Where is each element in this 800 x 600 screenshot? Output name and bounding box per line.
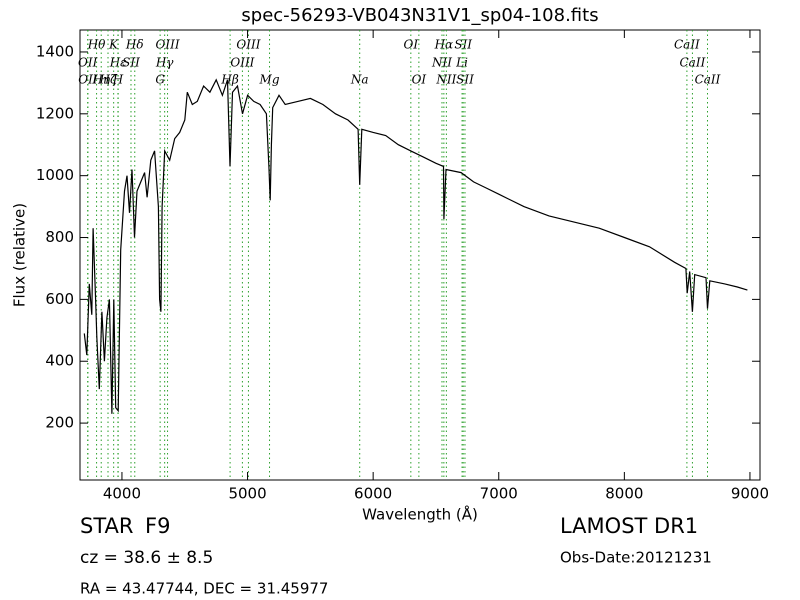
y-tick-label: 1000 <box>36 166 74 184</box>
marker-label: CaII <box>680 56 706 70</box>
marker-label: CaII <box>695 73 721 87</box>
marker-label: H <box>112 73 124 87</box>
y-tick-label: 400 <box>45 352 74 370</box>
x-tick-label: 9000 <box>731 485 769 503</box>
marker-label: Mg <box>259 73 280 87</box>
marker-label: G <box>155 73 165 87</box>
x-tick-label: 5000 <box>228 485 266 503</box>
marker-label: SII <box>456 73 474 87</box>
marker-label: SII <box>122 56 140 70</box>
marker-label: K <box>108 38 119 52</box>
marker-label: Hθ <box>87 38 106 52</box>
marker-label: SII <box>454 38 472 52</box>
plot-frame <box>79 29 761 481</box>
y-tick-label: 600 <box>45 290 74 308</box>
x-tick-label: 6000 <box>354 485 392 503</box>
spectrum-line <box>83 78 748 414</box>
x-axis-label: Wavelength (Å) <box>362 505 478 524</box>
obs-date: Obs-Date:20121231 <box>560 549 712 567</box>
y-tick-label: 1400 <box>36 42 74 60</box>
coords: RA = 43.47744, DEC = 31.45977 <box>80 580 328 598</box>
x-tick-label: 8000 <box>605 485 643 503</box>
marker-label: OII <box>78 73 98 87</box>
marker-label: OIII <box>230 56 254 70</box>
marker-label: CaII <box>674 38 700 52</box>
y-axis-label: Flux (relative) <box>11 203 29 307</box>
marker-label: Hγ <box>155 56 174 70</box>
chart-title: spec-56293-VB043N31V1_sp04-108.fits <box>241 5 598 26</box>
subclass: F9 <box>145 514 170 538</box>
marker-label: Hβ <box>220 73 238 87</box>
marker-label: OI <box>404 38 419 52</box>
x-tick-label: 7000 <box>480 485 518 503</box>
marker-label: OIII <box>156 38 180 52</box>
marker-label: Hδ <box>125 38 144 52</box>
y-tick-label: 200 <box>45 414 74 432</box>
marker-label: Hζ <box>99 73 118 87</box>
x-tick-label: 4000 <box>103 485 141 503</box>
redshift: cz = 38.6 ± 8.5 <box>80 548 213 568</box>
marker-label: NII <box>435 73 456 87</box>
class-label: STAR <box>80 514 133 538</box>
marker-label: NII <box>431 56 452 70</box>
y-tick-label: 800 <box>45 228 74 246</box>
survey: LAMOST DR1 <box>560 514 698 538</box>
marker-label: Li <box>455 56 468 70</box>
marker-label: Hα <box>434 38 454 52</box>
marker-label: OIII <box>236 38 260 52</box>
marker-label: Na <box>350 73 369 87</box>
y-tick-label: 1200 <box>36 104 74 122</box>
marker-label: OI <box>412 73 427 87</box>
marker-label: Hη <box>91 73 110 87</box>
